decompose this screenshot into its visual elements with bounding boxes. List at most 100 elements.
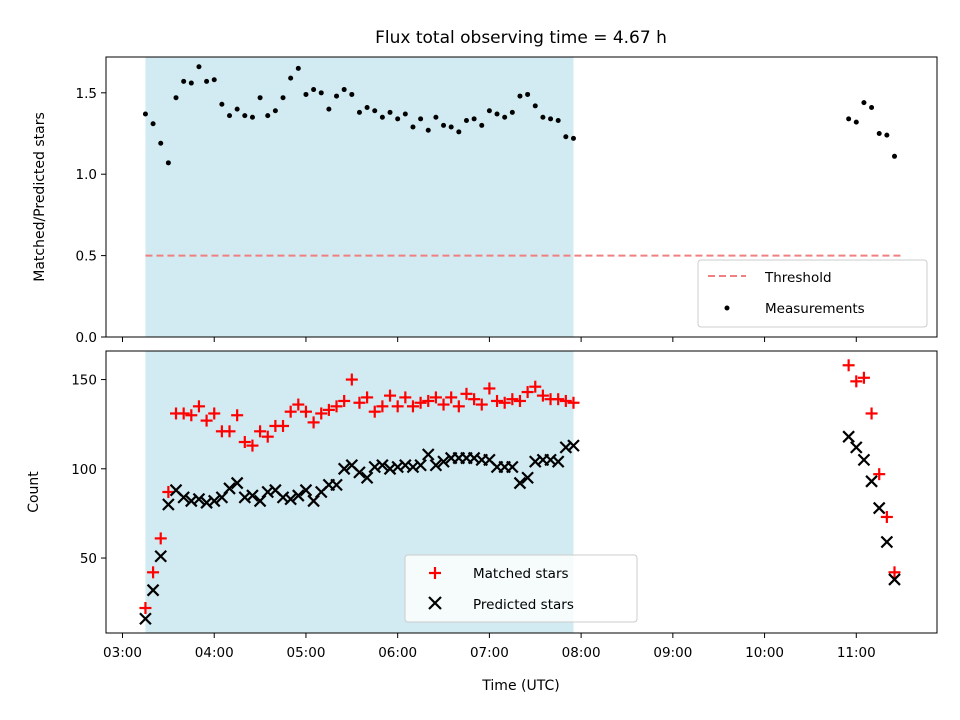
top-y-tick-label: 1.0 — [76, 167, 97, 183]
measurement-point — [265, 113, 271, 119]
matched-star-point — [261, 430, 274, 443]
x-marker-b — [429, 458, 443, 472]
legend-threshold-label: Threshold — [764, 270, 832, 286]
x-marker-b — [383, 462, 397, 476]
matched-star-point — [552, 393, 565, 406]
matched-star-point — [345, 373, 358, 386]
matched-star-point — [880, 510, 893, 523]
x-marker-b — [857, 453, 871, 467]
measurement-point — [494, 111, 500, 117]
measurement-point — [471, 116, 477, 122]
predicted-star-point — [292, 489, 305, 502]
x-marker-b — [567, 439, 580, 452]
top-y-axis-label: Matched/Predicted stars — [32, 112, 48, 282]
x-marker-b — [421, 448, 435, 461]
measurement-point — [364, 104, 370, 110]
matched-star-point — [468, 393, 481, 406]
top-panel: 0.0 0.5 1.0 1.5 Matched/Predicted stars Thr… — [32, 56, 938, 346]
matched-star-point — [292, 398, 305, 411]
x-marker-b — [483, 453, 496, 467]
matched-star-point — [437, 398, 450, 411]
measurement-point — [372, 108, 378, 114]
matched-star-point — [139, 602, 152, 615]
x-marker-b — [850, 441, 863, 454]
matched-star-point — [865, 407, 878, 420]
measurement-point — [540, 114, 546, 120]
x-marker-b — [360, 471, 374, 484]
predicted-star-point — [551, 455, 565, 468]
predicted-star-point — [207, 494, 221, 508]
matched-star-point — [338, 394, 351, 407]
measurement-point — [463, 117, 469, 123]
measurement-point — [509, 109, 515, 115]
x-marker-b — [162, 498, 175, 511]
bottom-legend-box — [404, 554, 638, 623]
bottom-y-ticks: 50 100 150 — [71, 373, 106, 567]
predicted-star-point — [353, 466, 366, 479]
predicted-star-point — [330, 478, 343, 492]
x-tick-label: 11:00 — [837, 645, 876, 661]
predicted-star-point — [284, 492, 297, 506]
matched-star-point — [406, 400, 419, 413]
x-tick-label: 06:00 — [378, 645, 417, 661]
measurement-point — [869, 104, 875, 110]
matched-star-point — [506, 393, 519, 406]
predicted-star-point — [513, 476, 527, 490]
top-y-tick-label: 1.5 — [76, 86, 97, 102]
x-marker-b — [872, 501, 886, 515]
x-tick-label: 08:00 — [562, 645, 601, 661]
x-marker-b — [376, 458, 389, 472]
matched-star-point — [353, 396, 366, 409]
matched-star-point — [200, 414, 213, 427]
x-tick-label: 09:00 — [653, 645, 692, 661]
predicted-star-point — [850, 441, 863, 454]
x-marker-b — [337, 462, 351, 476]
measurement-point — [349, 91, 355, 97]
matched-star-point — [231, 409, 244, 422]
predicted-star-point — [376, 458, 389, 472]
matched-star-point — [429, 391, 442, 404]
matched-star-point — [460, 387, 473, 400]
measurement-point — [379, 114, 385, 120]
matched-star-point — [223, 425, 236, 438]
matched-star-point — [368, 405, 381, 418]
x-marker-b — [299, 483, 313, 497]
measurement-point — [846, 116, 852, 122]
measurement-point — [158, 140, 164, 146]
measurement-point — [272, 108, 278, 114]
matched-star-point — [277, 419, 290, 432]
predicted-star-point — [521, 471, 534, 484]
predicted-star-point — [888, 573, 901, 586]
x-tick-label: 03:00 — [103, 645, 142, 661]
matched-star-point — [177, 407, 190, 420]
measurement-point — [395, 116, 401, 122]
x-marker-b — [246, 489, 259, 502]
predicted-star-point — [857, 453, 871, 467]
x-marker-b — [223, 482, 236, 495]
x-marker-b — [368, 460, 382, 474]
x-marker-b — [353, 466, 366, 479]
measurement-point — [425, 127, 431, 133]
measurement-point — [548, 116, 554, 122]
matched-star-point — [162, 486, 175, 498]
matched-star-point — [299, 405, 312, 418]
measurement-point — [318, 90, 324, 96]
matched-star-point — [445, 391, 458, 404]
top-chart-title: Flux total observing time = 4.67 h — [375, 28, 667, 48]
top-x-ticks — [122, 337, 857, 342]
top-shaded-span — [145, 57, 574, 337]
x-tick-label: 05:00 — [287, 645, 326, 661]
predicted-star-point — [414, 458, 427, 472]
matched-star-point — [529, 380, 542, 393]
measurement-point — [433, 114, 439, 120]
matched-star-point — [888, 566, 901, 579]
matched-star-point — [850, 375, 863, 388]
x-marker-b — [200, 496, 213, 509]
measurement-point — [387, 109, 393, 115]
measurement-point — [165, 160, 171, 166]
measurement-point — [142, 111, 148, 117]
matched-star-point — [192, 400, 205, 413]
predicted-star-point — [506, 460, 519, 474]
x-tick-label: 10:00 — [745, 645, 784, 661]
